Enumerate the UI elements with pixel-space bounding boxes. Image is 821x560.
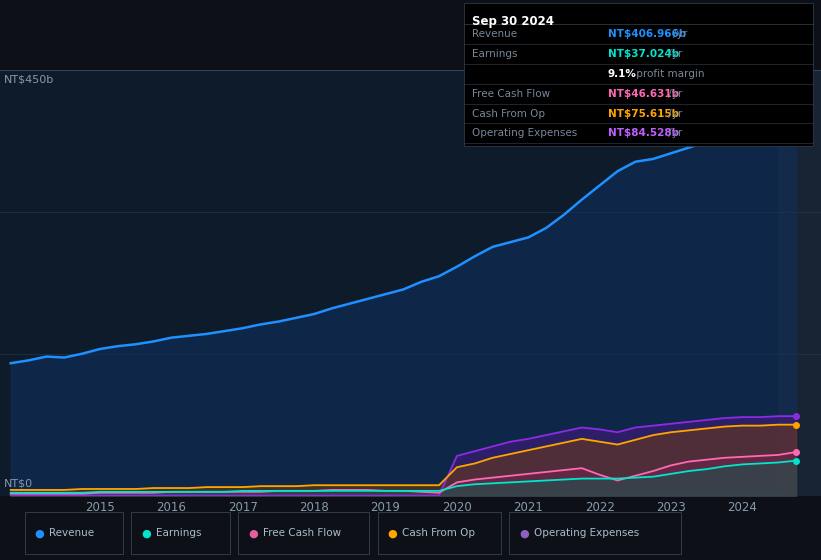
Text: Operating Expenses: Operating Expenses: [472, 128, 577, 138]
Text: Cash From Op: Cash From Op: [402, 529, 475, 538]
Bar: [778, 70, 821, 496]
Text: /yr: /yr: [665, 49, 682, 59]
Text: /yr: /yr: [671, 29, 688, 39]
Text: ●: ●: [248, 529, 258, 538]
Text: NT$46.631b: NT$46.631b: [608, 88, 679, 99]
Text: 9.1%: 9.1%: [608, 69, 636, 79]
Text: NT$406.966b: NT$406.966b: [608, 29, 686, 39]
Text: Operating Expenses: Operating Expenses: [534, 529, 639, 538]
Text: ●: ●: [141, 529, 151, 538]
Text: NT$450b: NT$450b: [3, 74, 54, 85]
Text: NT$0: NT$0: [3, 478, 33, 488]
Text: Revenue: Revenue: [472, 29, 517, 39]
Text: Sep 30 2024: Sep 30 2024: [472, 15, 554, 28]
Text: Earnings: Earnings: [472, 49, 517, 59]
Text: NT$75.615b: NT$75.615b: [608, 109, 679, 119]
Text: NT$84.528b: NT$84.528b: [608, 128, 679, 138]
Text: Cash From Op: Cash From Op: [472, 109, 545, 119]
Text: /yr: /yr: [665, 109, 682, 119]
Text: NT$37.024b: NT$37.024b: [608, 49, 679, 59]
Text: ●: ●: [34, 529, 44, 538]
Text: Earnings: Earnings: [156, 529, 201, 538]
Text: Free Cash Flow: Free Cash Flow: [472, 88, 550, 99]
Text: /yr: /yr: [665, 88, 682, 99]
Text: /yr: /yr: [665, 128, 682, 138]
Text: ●: ●: [388, 529, 397, 538]
Text: ●: ●: [519, 529, 529, 538]
Text: profit margin: profit margin: [633, 69, 704, 79]
Text: Free Cash Flow: Free Cash Flow: [263, 529, 341, 538]
Text: Revenue: Revenue: [49, 529, 94, 538]
